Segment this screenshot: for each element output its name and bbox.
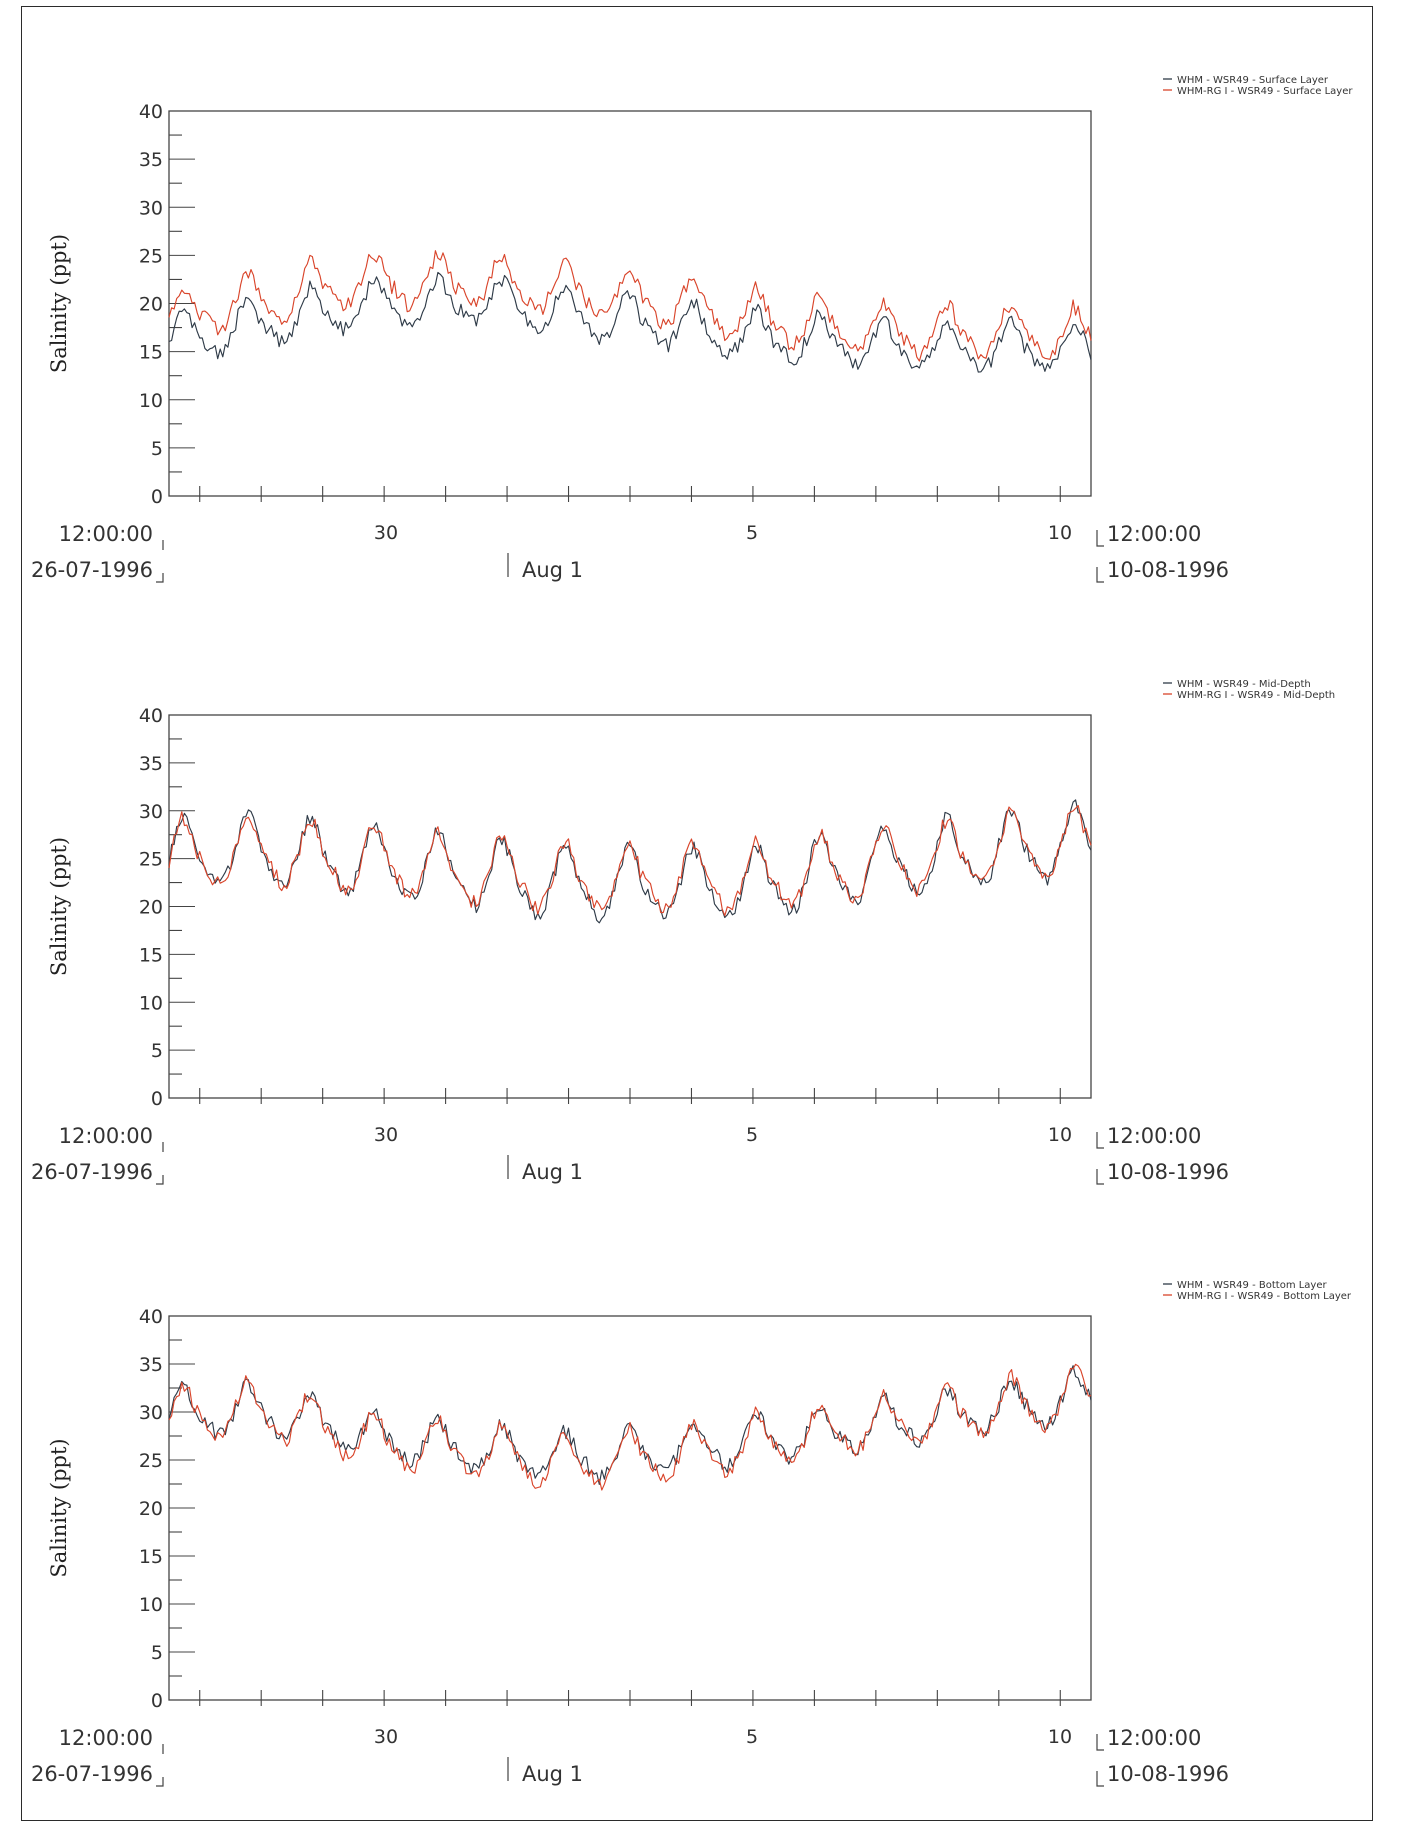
y-tick-label: 5 <box>151 438 163 460</box>
y-tick-label: 35 <box>139 753 163 775</box>
start-bracket-low <box>156 1175 164 1185</box>
x-month-label: Aug 1 <box>522 1762 583 1786</box>
end-bracket-low <box>1096 1169 1104 1185</box>
x-start-time: 12:00:00 <box>59 1726 153 1750</box>
y-tick-label: 20 <box>139 1498 163 1520</box>
chart-panel-3: 0 5 10 15 20 25 30 35 40 30 5 10 12:00:00 26-07-1996 1… <box>31 1280 1352 1787</box>
page-border <box>21 6 1373 1821</box>
y-tick-label: 5 <box>151 1642 163 1664</box>
legend-entry: WHM - WSR49 - Mid-Depth <box>1177 679 1311 690</box>
x-tick-label: 30 <box>374 1726 398 1748</box>
y-tick-label: 30 <box>139 1402 163 1424</box>
y-tick-label: 0 <box>151 486 163 508</box>
legend-entry: WHM-RG I - WSR49 - Bottom Layer <box>1177 1291 1352 1302</box>
y-axis-label: Salinity (ppt) <box>47 1438 71 1577</box>
x-start-time: 12:00:00 <box>59 522 153 546</box>
y-tick-label: 5 <box>151 1040 163 1062</box>
end-bracket-low <box>1096 1771 1104 1787</box>
end-bracket <box>1096 530 1104 547</box>
end-bracket <box>1096 1132 1104 1149</box>
y-tick-label: 35 <box>139 1354 163 1376</box>
y-tick-label: 40 <box>139 1306 163 1328</box>
legend-entry: WHM-RG I - WSR49 - Mid-Depth <box>1177 690 1335 701</box>
x-tick-label: 10 <box>1048 1726 1072 1748</box>
y-tick-label: 10 <box>139 992 163 1014</box>
x-tick-label: 10 <box>1048 1124 1072 1146</box>
series-line-2 <box>168 805 1092 917</box>
y-tick-label: 30 <box>139 197 163 219</box>
y-tick-label: 15 <box>139 944 163 966</box>
y-axis-label: Salinity (ppt) <box>47 837 71 976</box>
x-month-label: Aug 1 <box>522 558 583 582</box>
y-tick-label: 40 <box>139 101 163 123</box>
y-tick-label: 20 <box>139 897 163 919</box>
chart-panel-1: 0 5 10 15 20 25 30 35 40 30 5 10 12:00:00 26-07-1996 1… <box>31 75 1353 583</box>
x-tick-label: 10 <box>1048 522 1072 544</box>
x-month-label: Aug 1 <box>522 1160 583 1184</box>
x-end-time: 12:00:00 <box>1107 1124 1201 1148</box>
x-end-date: 10-08-1996 <box>1107 1762 1229 1786</box>
y-tick-label: 40 <box>139 705 163 727</box>
y-tick-label: 0 <box>151 1690 163 1712</box>
x-tick-label: 5 <box>746 1124 758 1146</box>
chart-panel-2: 0 5 10 15 20 25 30 35 40 30 5 10 12:00:00 26-07-1996 1… <box>31 679 1335 1185</box>
x-end-time: 12:00:00 <box>1107 522 1201 546</box>
x-start-date: 26-07-1996 <box>31 1762 153 1786</box>
start-bracket-low <box>156 573 164 583</box>
y-tick-label: 15 <box>139 1546 163 1568</box>
y-tick-label: 35 <box>139 149 163 171</box>
series-line-2 <box>168 1363 1092 1491</box>
y-tick-label: 30 <box>139 801 163 823</box>
y-tick-label: 10 <box>139 390 163 412</box>
legend-entry: WHM - WSR49 - Bottom Layer <box>1177 1280 1328 1291</box>
end-bracket-low <box>1096 567 1104 583</box>
x-start-time: 12:00:00 <box>59 1124 153 1148</box>
x-tick-label: 5 <box>746 522 758 544</box>
x-tick-label: 30 <box>374 1124 398 1146</box>
series-line-2 <box>168 250 1092 362</box>
y-tick-label: 10 <box>139 1594 163 1616</box>
x-tick-label: 5 <box>746 1726 758 1748</box>
y-tick-label: 25 <box>139 1450 163 1472</box>
legend-entry: WHM - WSR49 - Surface Layer <box>1177 75 1329 86</box>
x-start-date: 26-07-1996 <box>31 558 153 582</box>
y-tick-label: 0 <box>151 1088 163 1110</box>
series-line-1 <box>168 271 1092 373</box>
x-end-date: 10-08-1996 <box>1107 558 1229 582</box>
y-tick-label: 15 <box>139 342 163 364</box>
x-end-date: 10-08-1996 <box>1107 1160 1229 1184</box>
y-tick-label: 20 <box>139 294 163 316</box>
y-axis-label: Salinity (ppt) <box>47 234 71 373</box>
y-tick-label: 25 <box>139 245 163 267</box>
x-tick-label: 30 <box>374 522 398 544</box>
legend-entry: WHM-RG I - WSR49 - Surface Layer <box>1177 86 1353 97</box>
x-end-time: 12:00:00 <box>1107 1726 1201 1750</box>
end-bracket <box>1096 1734 1104 1751</box>
x-start-date: 26-07-1996 <box>31 1160 153 1184</box>
y-tick-label: 25 <box>139 849 163 871</box>
start-bracket-low <box>156 1777 164 1787</box>
